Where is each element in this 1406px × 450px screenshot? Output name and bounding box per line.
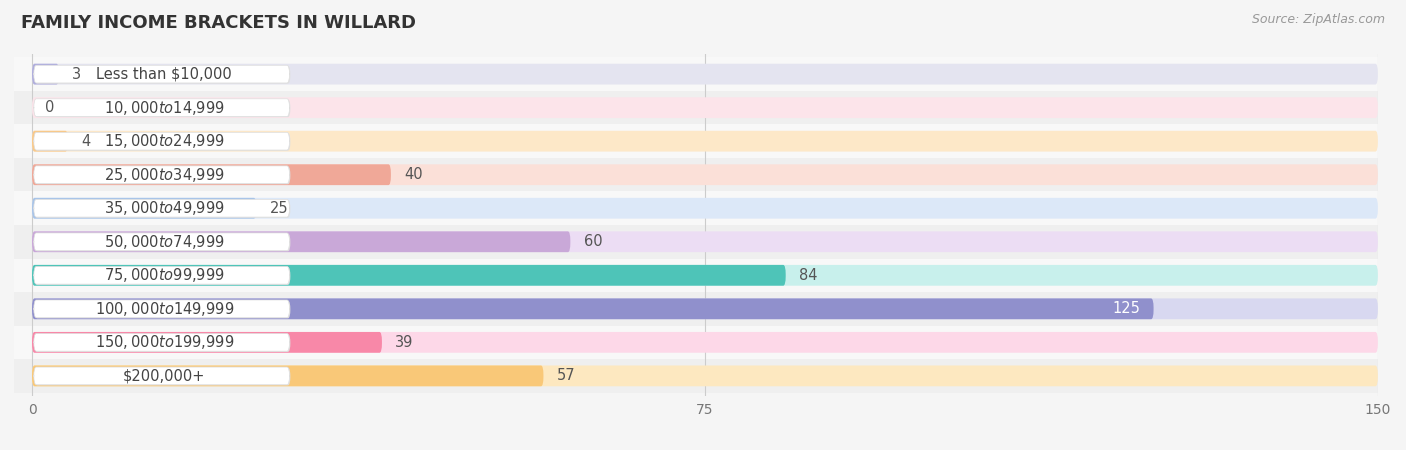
FancyBboxPatch shape bbox=[35, 166, 291, 184]
Text: $15,000 to $24,999: $15,000 to $24,999 bbox=[104, 132, 225, 150]
Bar bbox=[14, 191, 1378, 225]
FancyBboxPatch shape bbox=[34, 333, 290, 351]
Bar bbox=[14, 259, 1378, 292]
FancyBboxPatch shape bbox=[32, 265, 786, 286]
Text: FAMILY INCOME BRACKETS IN WILLARD: FAMILY INCOME BRACKETS IN WILLARD bbox=[21, 14, 416, 32]
Text: $75,000 to $99,999: $75,000 to $99,999 bbox=[104, 266, 225, 284]
Text: $200,000+: $200,000+ bbox=[124, 369, 205, 383]
FancyBboxPatch shape bbox=[34, 367, 290, 385]
FancyBboxPatch shape bbox=[34, 233, 290, 251]
Text: 60: 60 bbox=[583, 234, 602, 249]
FancyBboxPatch shape bbox=[32, 332, 382, 353]
Bar bbox=[14, 225, 1378, 259]
Text: $25,000 to $34,999: $25,000 to $34,999 bbox=[104, 166, 225, 184]
FancyBboxPatch shape bbox=[32, 231, 1378, 252]
FancyBboxPatch shape bbox=[34, 99, 290, 117]
FancyBboxPatch shape bbox=[35, 334, 291, 352]
Text: $10,000 to $14,999: $10,000 to $14,999 bbox=[104, 99, 225, 117]
FancyBboxPatch shape bbox=[35, 66, 291, 84]
FancyBboxPatch shape bbox=[35, 133, 291, 151]
FancyBboxPatch shape bbox=[32, 64, 59, 85]
FancyBboxPatch shape bbox=[32, 97, 1378, 118]
Text: 57: 57 bbox=[557, 369, 575, 383]
FancyBboxPatch shape bbox=[35, 267, 291, 285]
FancyBboxPatch shape bbox=[32, 131, 67, 152]
FancyBboxPatch shape bbox=[32, 131, 1378, 152]
Bar bbox=[14, 326, 1378, 359]
Text: 40: 40 bbox=[405, 167, 423, 182]
FancyBboxPatch shape bbox=[34, 65, 290, 83]
FancyBboxPatch shape bbox=[35, 200, 291, 218]
Text: $100,000 to $149,999: $100,000 to $149,999 bbox=[94, 300, 233, 318]
Text: 125: 125 bbox=[1112, 302, 1140, 316]
FancyBboxPatch shape bbox=[32, 198, 1378, 219]
FancyBboxPatch shape bbox=[34, 199, 290, 217]
FancyBboxPatch shape bbox=[32, 198, 256, 219]
Text: Source: ZipAtlas.com: Source: ZipAtlas.com bbox=[1251, 14, 1385, 27]
FancyBboxPatch shape bbox=[34, 166, 290, 184]
FancyBboxPatch shape bbox=[35, 301, 291, 318]
Text: $50,000 to $74,999: $50,000 to $74,999 bbox=[104, 233, 225, 251]
FancyBboxPatch shape bbox=[34, 132, 290, 150]
Text: $150,000 to $199,999: $150,000 to $199,999 bbox=[94, 333, 233, 351]
Bar bbox=[14, 359, 1378, 393]
FancyBboxPatch shape bbox=[35, 99, 291, 117]
FancyBboxPatch shape bbox=[32, 231, 571, 252]
FancyBboxPatch shape bbox=[32, 164, 391, 185]
FancyBboxPatch shape bbox=[32, 298, 1378, 319]
FancyBboxPatch shape bbox=[34, 300, 290, 318]
FancyBboxPatch shape bbox=[32, 332, 1378, 353]
FancyBboxPatch shape bbox=[32, 365, 544, 386]
FancyBboxPatch shape bbox=[32, 365, 1378, 386]
FancyBboxPatch shape bbox=[32, 64, 1378, 85]
FancyBboxPatch shape bbox=[35, 368, 291, 385]
Text: 25: 25 bbox=[270, 201, 288, 216]
Text: 0: 0 bbox=[45, 100, 55, 115]
Text: 39: 39 bbox=[395, 335, 413, 350]
Text: Less than $10,000: Less than $10,000 bbox=[97, 67, 232, 81]
Text: $35,000 to $49,999: $35,000 to $49,999 bbox=[104, 199, 225, 217]
Bar bbox=[14, 292, 1378, 326]
FancyBboxPatch shape bbox=[32, 164, 1378, 185]
FancyBboxPatch shape bbox=[32, 265, 1378, 286]
FancyBboxPatch shape bbox=[34, 266, 290, 284]
Text: 3: 3 bbox=[72, 67, 82, 81]
FancyBboxPatch shape bbox=[32, 298, 1153, 319]
Bar bbox=[14, 124, 1378, 158]
Text: 84: 84 bbox=[799, 268, 818, 283]
FancyBboxPatch shape bbox=[35, 234, 291, 251]
Bar bbox=[14, 91, 1378, 124]
Bar bbox=[14, 57, 1378, 91]
Text: 4: 4 bbox=[82, 134, 90, 149]
Bar bbox=[14, 158, 1378, 191]
